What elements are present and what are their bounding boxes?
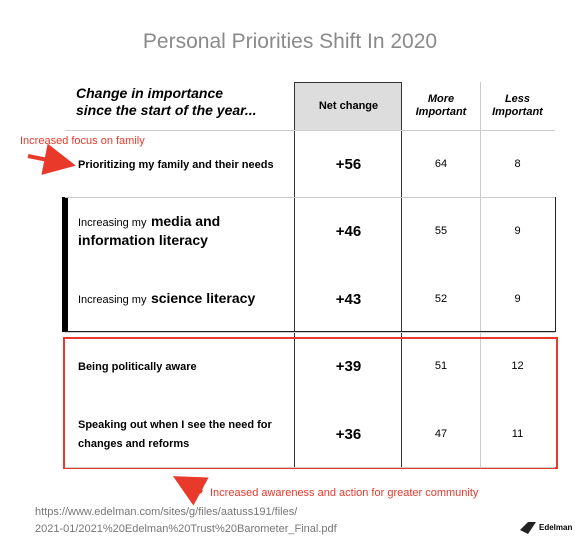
net-change: +39	[335, 357, 362, 375]
source-line: https://www.edelman.com/sites/g/files/aa…	[35, 506, 298, 518]
column-line	[480, 82, 481, 468]
more-important: 47	[434, 428, 448, 440]
header-bg	[295, 82, 402, 130]
row-label: Prioritizing my family and their needs	[78, 130, 288, 198]
logo: Edelman	[520, 520, 572, 534]
column-header: More Important	[402, 82, 480, 130]
more-important: 52	[434, 293, 448, 305]
net-change: +46	[335, 222, 362, 240]
source: https://www.edelman.com/sites/g/files/aa…	[35, 504, 337, 538]
row-label-text: Prioritizing my family and their needs	[78, 155, 274, 174]
less-important: 9	[514, 225, 521, 237]
header-line: Net change	[318, 99, 379, 112]
source-line: 2021-01/2021%20Edelman%20Trust%20Baromet…	[35, 523, 337, 535]
row-label: Being politically aware	[78, 332, 288, 400]
more-important: 64	[434, 158, 448, 170]
row-label: Increasing my media and information lite…	[78, 197, 288, 265]
label-part: science literacy	[150, 289, 256, 306]
net-change: +43	[335, 290, 362, 308]
row-line	[65, 197, 555, 198]
header-line: More	[427, 93, 455, 105]
less-important: 11	[511, 428, 524, 440]
title: Personal Priorities Shift In 2020	[142, 30, 438, 53]
row-line	[65, 467, 555, 468]
label-part: Prioritizing my family and their needs	[78, 158, 274, 171]
row-label-text: Increasing my media and information lite…	[78, 213, 288, 249]
row-label-text: Speaking out when I see the need for cha…	[78, 415, 288, 453]
column-header: Net change	[295, 82, 402, 130]
row-label: Speaking out when I see the need for cha…	[78, 400, 288, 468]
less-important: 12	[511, 360, 524, 372]
logo-text: Edelman	[539, 522, 573, 532]
annotation: Increased awareness and action for great…	[210, 487, 479, 499]
header-line: Important	[492, 106, 543, 118]
label-part: Increasing my	[78, 217, 147, 229]
header-line: Important	[415, 106, 467, 118]
row-label-text: Increasing my science literacy	[78, 290, 255, 309]
arrow	[172, 476, 209, 506]
row-line	[65, 332, 555, 333]
less-important: 9	[514, 293, 521, 305]
more-important: 55	[434, 225, 448, 237]
less-important: 8	[514, 158, 521, 170]
more-important: 51	[434, 360, 448, 372]
label-part: Being politically aware	[78, 360, 197, 373]
net-change: +36	[335, 425, 362, 443]
row-label-text: Being politically aware	[78, 357, 197, 376]
label-part: Increasing my	[78, 293, 147, 306]
label-part: media and information literacy	[78, 213, 221, 248]
header-line: Less	[504, 93, 531, 105]
row-label: Increasing my science literacy	[78, 265, 288, 333]
caption-line: since the start of the year...	[76, 102, 257, 118]
caption: Change in importance since the start of …	[76, 85, 257, 119]
logo-icon	[520, 522, 536, 534]
community-box	[63, 337, 558, 469]
row-line	[65, 130, 555, 131]
caption-line: Change in importance	[76, 85, 224, 101]
net-change: +56	[335, 155, 362, 173]
label-part: Speaking out when I see the need for cha…	[78, 419, 272, 450]
column-header: Less Important	[480, 82, 555, 130]
arrow	[27, 143, 76, 175]
